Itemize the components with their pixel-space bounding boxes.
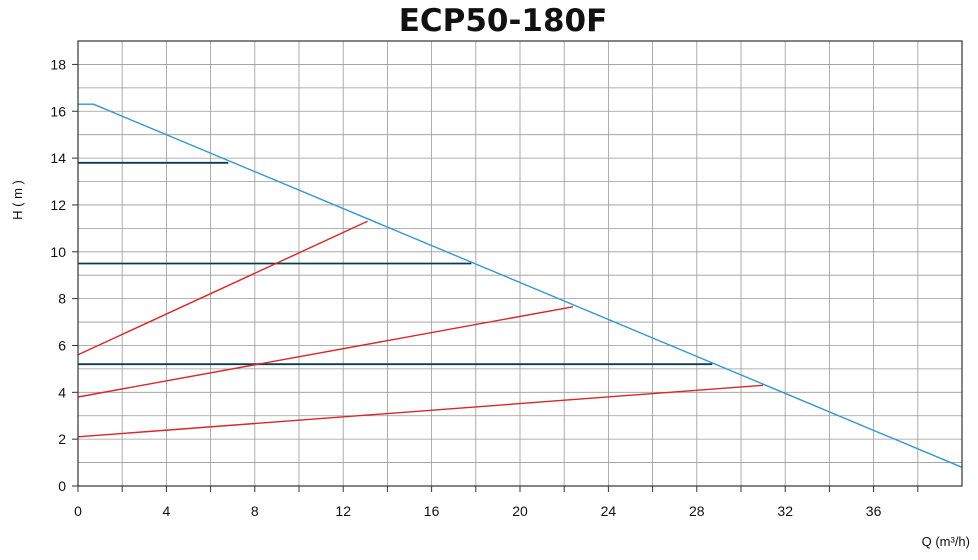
x-tick-label: 0 — [74, 503, 82, 519]
y-tick-label: 18 — [50, 56, 66, 72]
grid — [78, 41, 962, 486]
y-tick-label: 16 — [50, 103, 66, 119]
x-tick-label: 4 — [163, 503, 171, 519]
x-tick-label: 24 — [601, 503, 617, 519]
x-tick-label: 28 — [689, 503, 705, 519]
y-tick-label: 0 — [58, 478, 66, 494]
y-tick-label: 14 — [50, 150, 66, 166]
y-axis-label: H ( m ) — [10, 180, 25, 220]
y-tick-label: 2 — [58, 431, 66, 447]
y-tick-label: 6 — [58, 337, 66, 353]
x-tick-label: 20 — [512, 503, 528, 519]
system-curves-line — [77, 384, 764, 438]
series-layer — [77, 103, 963, 468]
chart-title: ECP50-180F — [399, 3, 608, 39]
x-tick-label: 32 — [777, 503, 793, 519]
y-tick-label: 12 — [50, 197, 66, 213]
system-curves-line — [77, 220, 368, 356]
x-tick-label: 16 — [424, 503, 440, 519]
x-tick-label: 36 — [866, 503, 882, 519]
max-curve-line — [78, 103, 963, 468]
y-tick-label: 8 — [58, 291, 66, 307]
system-curves-line — [77, 306, 574, 398]
y-tick-label: 10 — [50, 244, 66, 260]
x-tick-label: 12 — [335, 503, 351, 519]
x-axis-label: Q (m³/h) — [922, 534, 970, 549]
x-tick-label: 8 — [251, 503, 259, 519]
y-tick-label: 4 — [58, 384, 66, 400]
